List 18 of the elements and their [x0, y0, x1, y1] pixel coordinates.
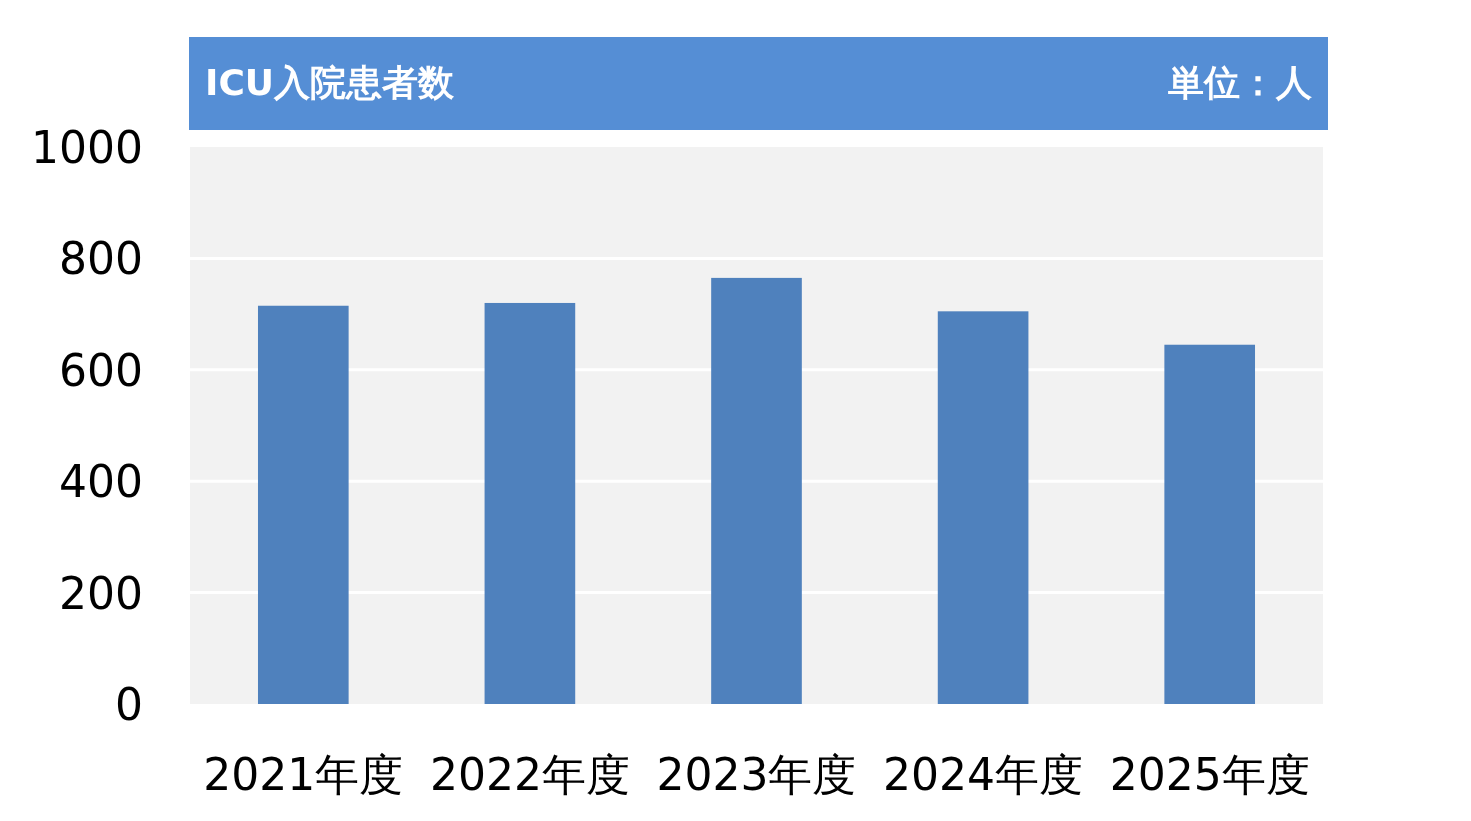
x-tick-label: 2021年度: [203, 749, 404, 800]
bar: [484, 302, 576, 704]
chart-title: ICU入院患者数: [205, 62, 456, 103]
y-tick-label: 400: [59, 456, 143, 508]
bar: [937, 311, 1029, 704]
bar: [1164, 344, 1256, 704]
y-tick-label: 0: [115, 679, 143, 730]
bar: [711, 277, 802, 704]
x-tick-label: 2024年度: [883, 749, 1084, 800]
y-tick-label: 1000: [31, 122, 143, 173]
x-tick-label: 2025年度: [1109, 749, 1310, 800]
y-tick-label: 800: [59, 233, 143, 285]
bar: [257, 305, 349, 704]
x-tick-label: 2023年度: [656, 749, 857, 800]
y-tick-label: 600: [59, 344, 143, 396]
x-tick-label: 2022年度: [429, 749, 630, 800]
y-tick-label: 200: [59, 567, 143, 619]
text: 単位：人: [1168, 62, 1312, 103]
